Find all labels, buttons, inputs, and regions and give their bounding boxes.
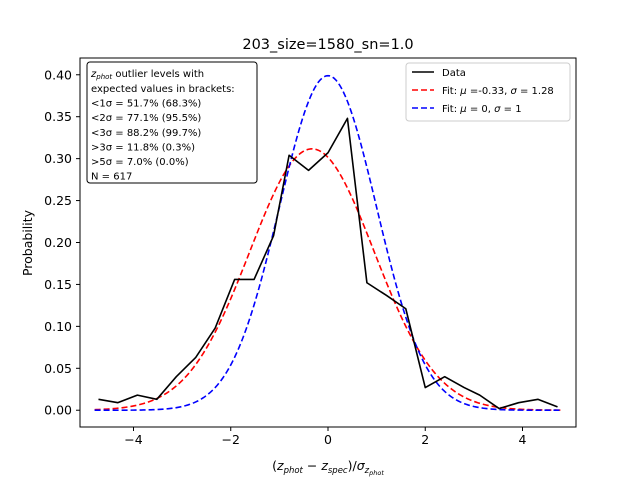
annotation-line: <1σ = 51.7% (68.3%) <box>91 99 201 110</box>
y-tick-label: 0.20 <box>44 235 72 250</box>
annotation-line: >3σ = 11.8% (0.3%) <box>91 142 195 153</box>
y-tick-label: 0.15 <box>44 277 72 292</box>
y-tick-label: 0.10 <box>44 319 72 334</box>
x-axis-ticks: −4 −2 0 2 4 <box>124 427 527 447</box>
annotation-lines: expected values in brackets: <1σ = 51.7% … <box>91 84 235 183</box>
annotation-line: >5σ = 7.0% (0.0%) <box>91 157 189 168</box>
annotation-line: expected values in brackets: <box>91 84 235 95</box>
y-axis-ticks: 0.00 0.05 0.10 0.15 0.20 0.25 0.30 0.35 0.40 <box>44 67 80 418</box>
chart-title: 203_size=1580_sn=1.0 <box>242 37 413 53</box>
legend: Data Fit: μ =-0.33, σ = 1.28 Fit: μ = 0,… <box>405 62 571 122</box>
legend-label-fit-blue: Fit: μ = 0, σ = 1 <box>442 104 522 115</box>
annotation-box: zphot outlier levels with expected value… <box>86 61 258 184</box>
annotation-title: zphot outlier levels with <box>90 69 204 81</box>
x-tick-label: 2 <box>421 432 429 447</box>
series-fit-line-1 <box>94 148 562 411</box>
y-tick-label: 0.30 <box>44 151 72 166</box>
x-tick-label: 0 <box>324 432 332 447</box>
legend-label-data: Data <box>442 68 466 79</box>
y-tick-label: 0.25 <box>44 193 72 208</box>
x-axis-label: (zphot − zspec)/σzphot <box>272 458 384 477</box>
x-tick-label: −4 <box>124 432 142 447</box>
annotation-line: N = 617 <box>91 172 132 183</box>
plot-series <box>94 74 562 412</box>
annotation-line: <2σ = 77.1% (95.5%) <box>91 113 201 124</box>
y-tick-label: 0.00 <box>44 403 72 418</box>
y-tick-label: 0.35 <box>44 109 72 124</box>
y-tick-label: 0.40 <box>44 67 72 82</box>
annotation-line: <3σ = 88.2% (99.7%) <box>91 128 201 139</box>
x-tick-label: 4 <box>519 432 527 447</box>
legend-label-fit-red: Fit: μ =-0.33, σ = 1.28 <box>442 86 554 97</box>
y-tick-label: 0.05 <box>44 361 72 376</box>
series-data-line <box>98 117 558 410</box>
x-tick-label: −2 <box>222 432 240 447</box>
series-fit-line-2 <box>94 74 562 412</box>
y-axis-label: Probability <box>20 209 35 276</box>
